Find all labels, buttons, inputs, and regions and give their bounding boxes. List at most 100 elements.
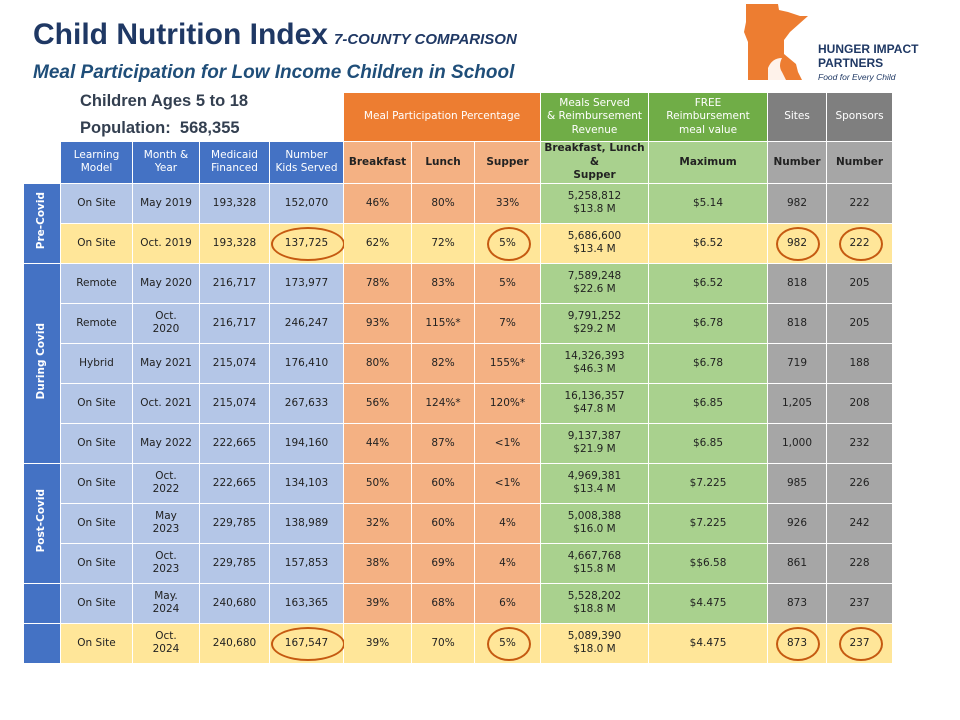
- table-cell: 120%*: [473, 382, 542, 424]
- table-cell: 7%: [473, 302, 542, 344]
- table-cell: 9,137,387 $21.9 M: [540, 422, 650, 464]
- table-cell: 873: [767, 582, 828, 624]
- table-cell: On Site: [60, 502, 133, 544]
- title: Child Nutrition Index: [33, 18, 328, 51]
- title-tag: 7-COUNTY COMPARISON: [333, 31, 517, 48]
- table-cell: On Site: [60, 542, 133, 584]
- table-cell: 83%: [411, 262, 475, 304]
- table-cell: 818: [767, 302, 828, 344]
- column-header: Learning Model: [60, 141, 133, 184]
- group-cell: Pre-Covid: [23, 182, 61, 264]
- column-header: Month & Year: [132, 141, 200, 184]
- table-cell: 982: [767, 222, 828, 264]
- table-cell: 5%: [473, 262, 542, 304]
- table-row: Hybrid May 2021 215,074 176,410 80% 82% 155%* 1…: [24, 342, 894, 384]
- table-row: On Site May 2023 229,785 138,989 32% 60% 4% 5,0…: [24, 502, 894, 544]
- table-cell: 50%: [343, 462, 412, 504]
- table-cell: On Site: [60, 222, 133, 264]
- table-cell: 193,328: [199, 222, 270, 264]
- table-cell: 72%: [411, 222, 475, 264]
- table-cell: 33%: [473, 182, 542, 224]
- table-cell: 1,205: [767, 382, 828, 424]
- table-cell: 6%: [473, 582, 542, 624]
- table-cell: 216,717: [199, 302, 270, 344]
- table-cell: 115%*: [411, 302, 475, 344]
- column-header: Number Kids Served: [269, 141, 344, 184]
- column-header: Medicaid Financed: [199, 141, 270, 184]
- table-cell: 32%: [343, 502, 412, 544]
- table-cell: 87%: [411, 422, 475, 464]
- table-cell: $6.78: [648, 342, 769, 384]
- table-cell: 70%: [411, 622, 475, 664]
- group-label: Pre-Covid: [35, 192, 48, 250]
- logo-text: PARTNERS: [818, 56, 884, 70]
- table-cell: 134,103: [269, 462, 344, 504]
- table-cell: Remote: [60, 302, 133, 344]
- column-header: Maximum: [648, 141, 769, 184]
- table-cell: 69%: [411, 542, 475, 584]
- table-cell: $7.225: [648, 462, 769, 504]
- table-cell: 222,665: [199, 462, 270, 504]
- table-row: On Site Oct. 2019 193,328 137,725 62% 72% 5% 5,…: [24, 222, 894, 264]
- table-cell: May 2022: [132, 422, 200, 464]
- table-cell: 46%: [343, 182, 412, 224]
- table-cell: 82%: [411, 342, 475, 384]
- table-cell: Oct. 2024: [132, 622, 200, 664]
- table-cell: <1%: [473, 422, 542, 464]
- logo-tagline: Food for Every Child: [818, 72, 896, 82]
- logo-shape: [744, 4, 808, 80]
- table-cell: 246,247: [269, 302, 344, 344]
- table-cell: $6.52: [648, 222, 769, 264]
- table-cell: 818: [767, 262, 828, 304]
- table-cell: 38%: [343, 542, 412, 584]
- table-row: During Covid Remote May 2020 216,717 173,977…: [23, 262, 894, 464]
- table-cell: 137,725: [269, 222, 345, 264]
- table-cell: 5%: [473, 622, 542, 664]
- table-cell: On Site: [60, 582, 133, 624]
- table-cell: May 2023: [132, 502, 200, 544]
- table-cell: 205: [826, 302, 894, 344]
- table-cell: 267,633: [269, 382, 344, 424]
- table-cell: 985: [767, 462, 828, 504]
- table-cell: $6.78: [648, 302, 769, 344]
- table-cell: 215,074: [199, 342, 270, 384]
- table-cell: 138,989: [269, 502, 344, 544]
- subtitle: Meal Participation for Low Income Childr…: [33, 62, 515, 83]
- table-cell: 39%: [343, 622, 412, 664]
- table-cell: $$6.58: [648, 542, 769, 584]
- table-cell: 240,680: [199, 622, 270, 664]
- table-cell: Oct. 2020: [132, 302, 200, 344]
- table-cell: 68%: [411, 582, 475, 624]
- table-cell: 80%: [343, 342, 412, 384]
- table-cell: 60%: [411, 502, 475, 544]
- table-row: Remote Oct. 2020 216,717 246,247 93% 115%* 7% 9…: [24, 302, 894, 344]
- table-cell: 215,074: [199, 382, 270, 424]
- table-cell: 229,785: [199, 542, 270, 584]
- table-cell: $4.475: [648, 582, 769, 624]
- table-row: Post-Covid On Site Oct. 2022 222,665 134,103…: [23, 462, 894, 584]
- table-cell: 5,528,202 $18.8 M: [540, 582, 650, 624]
- table-cell: 228: [826, 542, 894, 584]
- table-cell: 240,680: [199, 582, 270, 624]
- table-cell: 719: [767, 342, 828, 384]
- top-header: FREE Reimbursement meal value: [648, 92, 769, 142]
- table-cell: 226: [826, 462, 894, 504]
- table-row: On Site May. 2024 240,680 163,365 39% 68% 6% 5,…: [23, 582, 894, 624]
- table-cell: May. 2024: [132, 582, 200, 624]
- group-label: Post-Covid: [35, 489, 48, 553]
- table-cell: 155%*: [473, 342, 542, 384]
- table-row: On Site Oct. 2021 215,074 267,633 56% 124%* 12…: [24, 382, 894, 424]
- table-cell: $6.85: [648, 382, 769, 424]
- table-cell: $5.14: [648, 182, 769, 224]
- table-cell: 237: [826, 582, 894, 624]
- table-cell: On Site: [60, 182, 133, 224]
- top-header: Meals Served & Reimbursement Revenue: [540, 92, 650, 142]
- table-cell: 229,785: [199, 502, 270, 544]
- table-cell: 5,258,812 $13.8 M: [540, 182, 650, 224]
- table-cell: 982: [767, 182, 828, 224]
- table-cell: May 2020: [132, 262, 200, 304]
- title-block: Child Nutrition Index 7-COUNTY COMPARISON: [33, 18, 517, 52]
- table-cell: 193,328: [199, 182, 270, 224]
- top-header: Meal Participation Percentage: [342, 92, 542, 142]
